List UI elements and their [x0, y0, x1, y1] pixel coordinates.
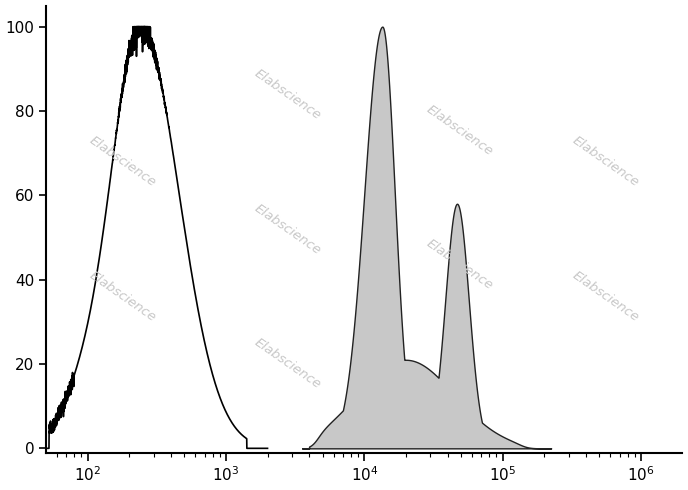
Text: Elabscience: Elabscience — [570, 269, 642, 324]
Text: Elabscience: Elabscience — [424, 237, 495, 293]
Text: Elabscience: Elabscience — [252, 336, 324, 391]
Text: Elabscience: Elabscience — [87, 269, 158, 324]
Text: Elabscience: Elabscience — [424, 103, 495, 158]
Text: Elabscience: Elabscience — [570, 134, 642, 190]
Text: Elabscience: Elabscience — [252, 201, 324, 257]
Text: Elabscience: Elabscience — [87, 134, 158, 190]
Text: Elabscience: Elabscience — [252, 67, 324, 122]
